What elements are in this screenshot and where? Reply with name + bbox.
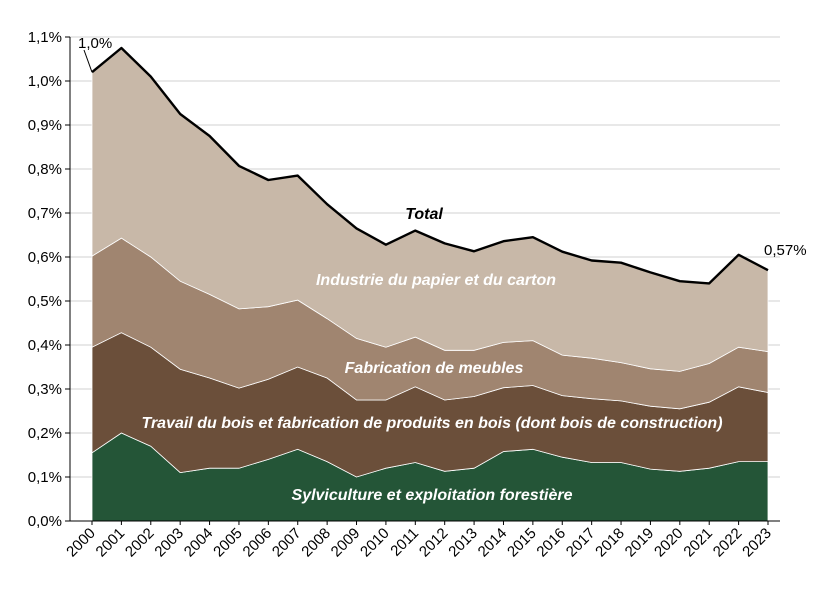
x-tick-label: 2007 — [269, 525, 305, 561]
x-tick-label: 2008 — [298, 525, 334, 561]
y-tick-label: 0,7% — [28, 205, 62, 222]
series-label-travail-du-bois: Travail du bois et fabrication de produi… — [141, 415, 722, 432]
x-tick-label: 2013 — [445, 525, 481, 561]
x-tick-label: 2004 — [181, 525, 217, 561]
y-tick-label: 0,1% — [28, 469, 62, 486]
x-tick-label: 2019 — [622, 525, 658, 561]
x-tick-label: 2010 — [357, 525, 393, 561]
y-tick-label: 1,1% — [28, 29, 62, 46]
y-tick-label: 1,0% — [28, 73, 62, 90]
axes — [65, 36, 780, 525]
end-value-annotation: 0,57% — [764, 242, 807, 259]
y-tick-label: 0,2% — [28, 425, 62, 442]
total-line — [91, 46, 769, 285]
series-label-meubles: Fabrication de meubles — [345, 360, 524, 377]
x-tick-label: 2012 — [416, 525, 452, 561]
series-label-sylviculture: Sylviculture et exploitation forestière — [292, 487, 573, 504]
x-axis-tick-labels: 2000200120022003200420052006200720082009… — [63, 525, 775, 561]
start-annotation-leader — [83, 49, 93, 73]
y-tick-label: 0,8% — [28, 161, 62, 178]
x-tick-label: 2017 — [563, 525, 599, 561]
x-tick-label: 2001 — [93, 525, 129, 561]
x-tick-label: 2016 — [533, 525, 569, 561]
x-tick-label: 2002 — [122, 525, 158, 561]
x-tick-label: 2018 — [592, 525, 628, 561]
x-tick-label: 2005 — [210, 525, 246, 561]
x-tick-label: 2020 — [651, 525, 687, 561]
total-line-label: Total — [405, 206, 443, 223]
x-tick-label: 2009 — [328, 525, 364, 561]
y-axis-tick-labels: 0,0% 0,1% 0,2% 0,3% 0,4% 0,5% 0,6% 0,7% 0,8% 0,9%… — [28, 29, 62, 530]
y-tick-label: 0,9% — [28, 117, 62, 134]
x-tick-label: 2006 — [240, 525, 276, 561]
series-label-papier-carton: Industrie du papier et du carton — [316, 272, 556, 289]
y-tick-label: 0,0% — [28, 513, 62, 530]
x-tick-label: 2015 — [504, 525, 540, 561]
x-tick-label: 2023 — [739, 525, 775, 561]
x-tick-label: 2022 — [710, 525, 746, 561]
x-tick-label: 2000 — [63, 525, 99, 561]
y-tick-label: 0,3% — [28, 381, 62, 398]
start-value-annotation: 1,0% — [78, 35, 112, 52]
x-tick-label: 2021 — [680, 525, 716, 561]
y-tick-label: 0,5% — [28, 293, 62, 310]
y-tick-label: 0,4% — [28, 337, 62, 354]
y-tick-label: 0,6% — [28, 249, 62, 266]
x-tick-label: 2003 — [151, 525, 187, 561]
x-tick-label: 2011 — [387, 525, 422, 560]
x-tick-label: 2014 — [475, 525, 511, 561]
